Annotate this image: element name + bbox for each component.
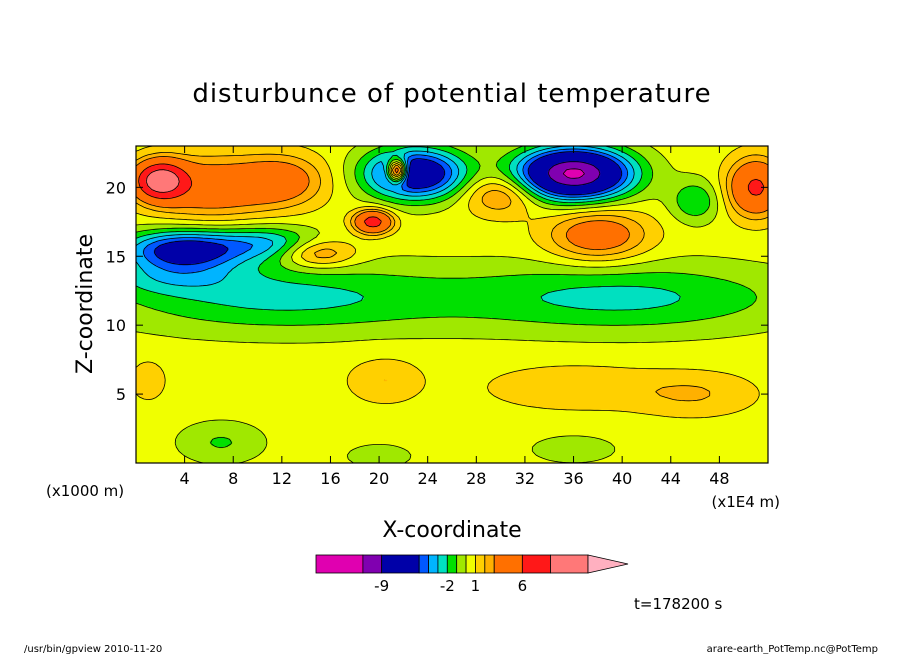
footer-source: arare-earth_PotTemp.nc@PotTemp (707, 644, 878, 654)
contour-line-2 (154, 151, 623, 266)
contour-line-4 (135, 145, 635, 287)
colorbar-box-8 (465, 554, 476, 574)
colorbar-box-5 (437, 554, 448, 574)
x-tick-label: 48 (709, 469, 729, 488)
colorbar-tick-label: 6 (518, 577, 528, 595)
contour-lines (135, 145, 769, 464)
colorbar-box-10 (484, 554, 495, 574)
x-scale-label: (x1E4 m) (711, 493, 780, 511)
plot-area (135, 145, 769, 464)
colorbar-tick-label: -2 (440, 577, 455, 595)
colorbar-box-6 (446, 554, 458, 574)
x-tick-label: 4 (180, 469, 190, 488)
contour-line-10 (135, 156, 769, 250)
contour-line-3 (142, 148, 629, 274)
x-tick-label: 20 (369, 469, 389, 488)
colorbar-tick-label: -9 (374, 577, 389, 595)
contour-line-7 (135, 145, 769, 464)
x-tick-label: 32 (515, 469, 535, 488)
colorbar (315, 554, 629, 574)
x-tick-label: 28 (466, 469, 486, 488)
y-tick-label: 10 (106, 316, 126, 335)
colorbar-ticks: -9 -2 1 6 (374, 577, 527, 595)
contour-line-5 (135, 145, 681, 311)
y-tick-label: 5 (116, 385, 126, 404)
x-tick-label: 36 (563, 469, 583, 488)
x-unit-label: (x1000 m) (46, 482, 124, 500)
time-label: t=178200 s (634, 595, 722, 613)
colorbar-box-0 (315, 554, 364, 574)
contour-field (136, 146, 768, 463)
contour-line-9 (135, 152, 769, 402)
colorbar-box-9 (475, 554, 486, 574)
contour-line-11 (138, 163, 764, 228)
y-axis-label: Z-coordinate (73, 234, 98, 374)
y-axis-ticks: 5 10 15 20 (106, 178, 768, 404)
x-tick-label: 12 (272, 469, 292, 488)
x-axis-label: X-coordinate (382, 518, 521, 543)
x-tick-label: 24 (418, 469, 438, 488)
colorbar-box-13 (550, 554, 589, 574)
contour-line-8 (135, 145, 769, 419)
contour-line-1 (548, 161, 601, 186)
chart-title: disturbunce of potential temperature (192, 79, 711, 109)
contour-line-6 (135, 145, 757, 448)
colorbar-box-1 (362, 554, 383, 574)
colorbar-box-11 (493, 554, 523, 574)
colorbar-box-7 (456, 554, 467, 574)
x-tick-label: 40 (612, 469, 632, 488)
footer-program: /usr/bin/gpview 2010-11-20 (24, 644, 162, 654)
colorbar-arrow (587, 554, 629, 574)
colorbar-box-2 (381, 554, 420, 574)
contour-line-0 (562, 168, 585, 179)
y-tick-label: 15 (106, 247, 126, 266)
x-tick-label: 44 (661, 469, 681, 488)
y-tick-label: 20 (106, 178, 126, 197)
colorbar-box-12 (521, 554, 551, 574)
plot-frame (135, 145, 769, 464)
colorbar-tick-label: 1 (471, 577, 481, 595)
x-tick-label: 8 (228, 469, 238, 488)
contour-line-12 (146, 169, 180, 193)
x-tick-label: 16 (320, 469, 340, 488)
x-axis-ticks: 4 8 12 16 20 24 28 32 36 40 44 48 (180, 146, 730, 488)
colorbar-box-4 (428, 554, 439, 574)
colorbar-box-3 (418, 554, 429, 574)
